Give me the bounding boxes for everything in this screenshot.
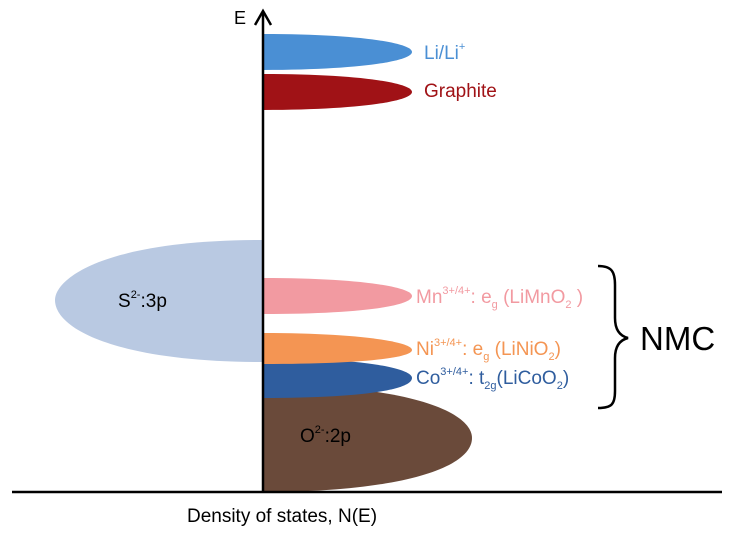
y-axis-label: E [234,8,246,28]
o-2p-band [263,385,472,492]
ni-label: Ni3+/4+: eg (LiNiO2) [416,337,561,363]
co-band [263,358,412,398]
li-band [263,34,412,70]
mn-label: Mn3+/4+: eg (LiMnO2 ) [416,285,583,311]
co-label: Co3+/4+: t2g(LiCoO2) [416,366,569,392]
o-2p-label: O2-:2p [300,424,351,447]
y-axis-arrowhead [253,8,273,26]
li-label: Li/Li+ [424,41,465,64]
mn-band [263,278,412,314]
graphite-band [263,74,412,110]
x-axis-label: Density of states, N(E) [187,506,377,527]
nmc-label: NMC [640,320,715,357]
ni-band [263,333,412,364]
graphite-label: Graphite [424,81,497,102]
s-3p-band [55,240,263,362]
s-3p-label: S2-:3p [118,289,167,312]
nmc-brace [597,264,629,410]
